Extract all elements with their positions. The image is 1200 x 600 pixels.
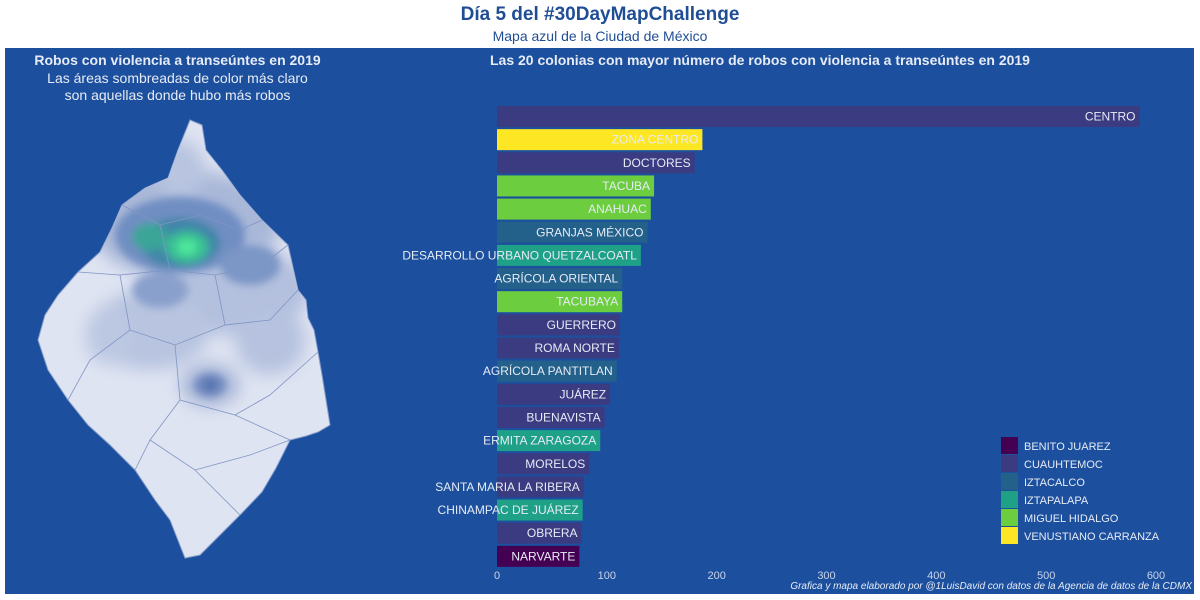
legend-swatch — [1001, 473, 1018, 490]
x-tick-label: 200 — [707, 570, 725, 582]
bar-label: CENTRO — [1085, 110, 1136, 124]
bar — [497, 499, 583, 521]
bar — [497, 198, 651, 220]
bar-labels-layer: CENTRO ZONA CENTRO DOCTORES TACUBA ANAHUAC GR… — [402, 110, 1135, 564]
x-tick-label: 0 — [494, 570, 500, 582]
bar-label: TACUBA — [602, 179, 650, 193]
legend-label: BENITO JUAREZ — [1024, 441, 1111, 453]
legend-label: CUAUHTEMOC — [1024, 459, 1103, 471]
caption: Grafica y mapa elaborado por @1LuisDavid… — [790, 581, 1192, 592]
bar — [497, 383, 611, 405]
legend: BENITO JUAREZ CUAUHTEMOC IZTACALCO IZTAPALA… — [1001, 437, 1160, 544]
density-layer — [85, 140, 310, 407]
map-subtitle-line2: son aquellas donde hubo más robos — [64, 87, 291, 103]
bar — [497, 291, 623, 313]
legend-swatch — [1001, 527, 1018, 544]
bar-label: GRANJAS MÉXICO — [536, 224, 643, 239]
map-subtitle-line1: Las áreas sombreadas de color más claro — [47, 70, 308, 86]
legend-swatch — [1001, 491, 1018, 508]
bar — [497, 360, 617, 382]
bar-label: GUERRERO — [547, 318, 616, 332]
bar — [497, 175, 655, 197]
bar — [497, 406, 605, 428]
bar-label: JUÁREZ — [559, 386, 606, 401]
bar-label: TACUBAYA — [556, 295, 618, 309]
bar — [497, 545, 580, 567]
x-tick-label: 500 — [1037, 570, 1055, 582]
x-tick-label: 300 — [817, 570, 835, 582]
bar — [497, 268, 623, 290]
x-tick-label: 600 — [1147, 570, 1165, 582]
bar-label: DOCTORES — [623, 156, 691, 170]
chart-title: Las 20 colonias con mayor número de robo… — [490, 52, 1030, 68]
map-title: Robos con violencia a transeúntes en 201… — [34, 52, 321, 68]
legend-label: MIGUEL HIDALGO — [1024, 513, 1119, 525]
bar-label: MORELOS — [525, 457, 585, 471]
x-axis: 0 100 200 300 400 500 600 — [494, 570, 1165, 582]
bar-label: ROMA NORTE — [534, 341, 614, 355]
borough-borders — [67, 204, 319, 516]
bar — [497, 314, 621, 336]
bar — [497, 476, 584, 498]
legend-swatch — [1001, 455, 1018, 472]
legend-label: VENUSTIANO CARRANZA — [1024, 531, 1160, 543]
map-subtitle: Las áreas sombreadas de color más claro … — [5, 70, 350, 104]
bar — [497, 453, 590, 475]
bar-label: BUENAVISTA — [526, 410, 600, 424]
x-tick-label: 100 — [598, 570, 616, 582]
bar-label: AGRÍCOLA PANTITLAN — [483, 363, 613, 378]
bar — [497, 152, 695, 174]
bar — [497, 221, 648, 243]
bar-label: ANAHUAC — [588, 202, 647, 216]
page-title: Día 5 del #30DayMapChallenge — [460, 4, 740, 25]
bar — [497, 430, 601, 452]
bar-label: ZONA CENTRO — [612, 133, 699, 147]
bar — [497, 106, 1140, 127]
page-subtitle: Mapa azul de la Ciudad de México — [492, 28, 708, 44]
legend-label: IZTAPALAPA — [1024, 495, 1089, 507]
bar — [497, 337, 619, 359]
bar-label: DESARROLLO URBANO QUETZALCOATL — [402, 248, 637, 262]
bar — [497, 244, 641, 266]
bar-label: CHINAMPAC DE JUÁREZ — [438, 502, 579, 517]
legend-swatch — [1001, 509, 1018, 526]
legend-swatch — [1001, 437, 1018, 454]
x-tick-label: 400 — [927, 570, 945, 582]
bar-label: ERMITA ZARAGOZA — [483, 434, 596, 448]
bar — [497, 129, 703, 151]
bars-layer — [497, 106, 1140, 567]
bar-label: OBRERA — [527, 526, 578, 540]
bar-label: AGRÍCOLA ORIENTAL — [494, 271, 618, 286]
legend-label: IZTACALCO — [1024, 477, 1085, 489]
bar — [497, 522, 582, 544]
bar-label: NARVARTE — [511, 549, 575, 563]
bar-label: SANTA MARIA LA RIBERA — [435, 480, 580, 494]
